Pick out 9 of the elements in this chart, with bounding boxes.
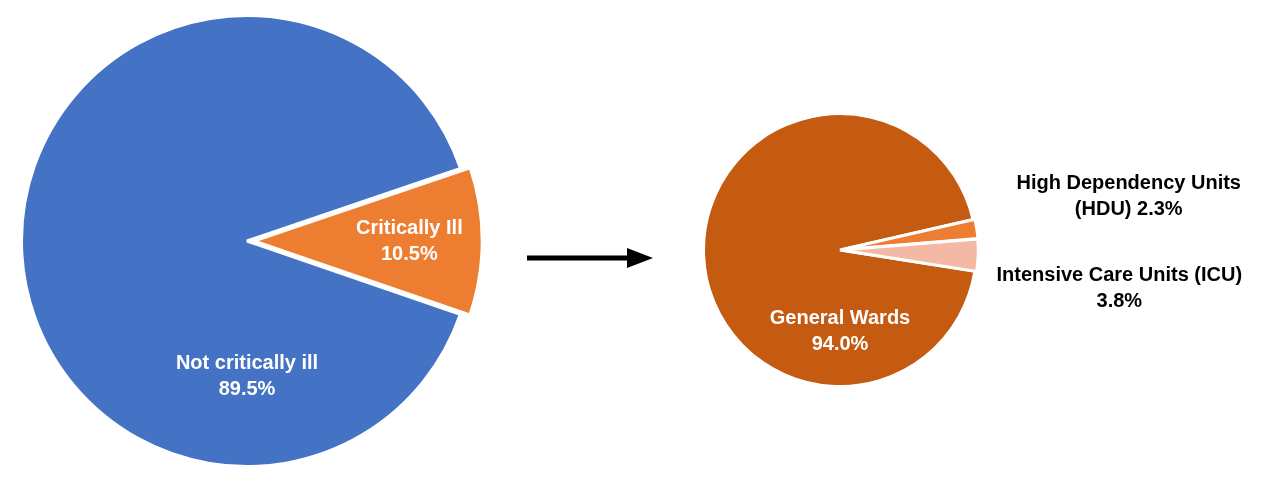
data-label: 94.0% xyxy=(811,332,869,355)
slice-label: Intensive Care Units (ICU) xyxy=(996,262,1243,285)
data-label: 10.5% xyxy=(381,241,438,264)
data-label: 89.5% xyxy=(218,376,276,399)
slice-label: Critically Ill xyxy=(356,215,463,238)
slice-label: Not critically ill xyxy=(175,350,319,373)
data-label: 3.8% xyxy=(1096,288,1143,311)
slice-label: High Dependency Units (HDU) 2.3% xyxy=(1016,170,1241,219)
slice-label: General Wards xyxy=(769,306,911,329)
